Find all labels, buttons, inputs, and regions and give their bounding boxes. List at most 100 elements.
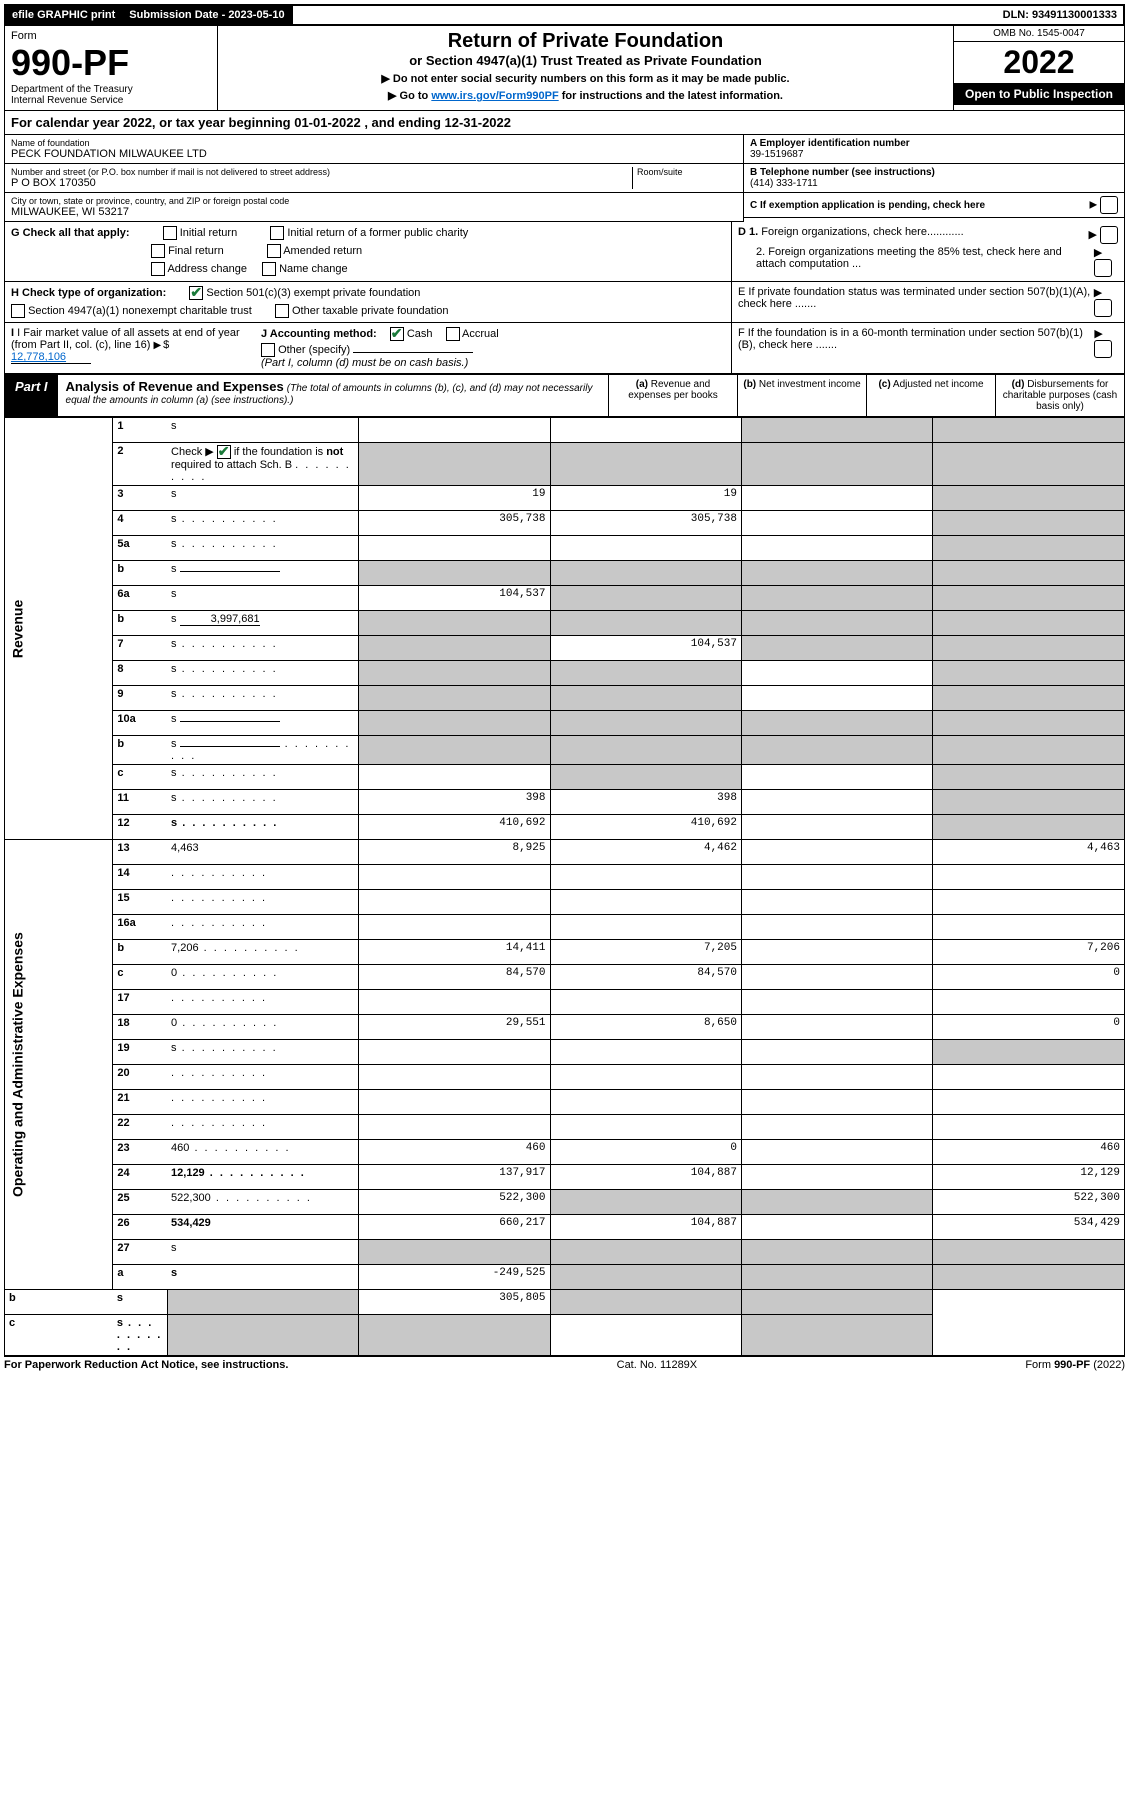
address-change-checkbox[interactable] — [151, 262, 165, 276]
schb-checkbox[interactable] — [217, 445, 231, 459]
col-c-header: (c) Adjusted net income — [866, 375, 995, 416]
name-change-checkbox[interactable] — [262, 262, 276, 276]
instructions-link[interactable]: www.irs.gov/Form990PF — [431, 90, 558, 102]
i-label: I Fair market value of all assets at end… — [11, 327, 240, 351]
table-row: 17 — [5, 990, 1125, 1015]
opex-side-label: Operating and Administrative Expenses — [5, 840, 113, 1290]
table-row: c 0 84,57084,5700 — [5, 965, 1125, 990]
f-label: F If the foundation is in a 60-month ter… — [738, 327, 1094, 358]
efile-label[interactable]: efile GRAPHIC print — [6, 6, 123, 24]
phone-value: (414) 333-1711 — [750, 178, 1118, 189]
initial-return-checkbox[interactable] — [163, 226, 177, 240]
table-row: 2 Check ▶ if the foundation is not requi… — [5, 443, 1125, 486]
g-label: G Check all that apply: — [11, 227, 130, 239]
form-number: 990-PF — [11, 42, 211, 84]
part1-label: Part I — [5, 375, 58, 416]
other-method-checkbox[interactable] — [261, 343, 275, 357]
page-footer: For Paperwork Reduction Act Notice, see … — [4, 1356, 1125, 1371]
table-row: b 7,206 14,4117,2057,206 — [5, 940, 1125, 965]
501c3-checkbox[interactable] — [189, 286, 203, 300]
table-row: 20 — [5, 1065, 1125, 1090]
table-row: 16a — [5, 915, 1125, 940]
j-label: J Accounting method: — [261, 328, 377, 340]
table-row: 23 460 4600460 — [5, 1140, 1125, 1165]
ein-label: A Employer identification number — [750, 138, 1118, 149]
final-return-checkbox[interactable] — [151, 244, 165, 258]
table-row: 8 s — [5, 661, 1125, 686]
table-row: 4 s 305,738305,738 — [5, 511, 1125, 536]
table-row: 15 — [5, 890, 1125, 915]
initial-former-checkbox[interactable] — [270, 226, 284, 240]
paperwork-notice: For Paperwork Reduction Act Notice, see … — [4, 1359, 288, 1371]
revenue-side-label: Revenue — [5, 418, 113, 840]
table-row: a s -249,525 — [5, 1265, 1125, 1290]
goto-line: ▶ Go to www.irs.gov/Form990PF for instru… — [228, 89, 943, 102]
table-row: 26 534,429 660,217104,887534,429 — [5, 1215, 1125, 1240]
table-row: b s — [5, 736, 1125, 765]
form-header: Form 990-PF Department of the Treasury I… — [4, 26, 1125, 111]
foundation-name: PECK FOUNDATION MILWAUKEE LTD — [11, 148, 737, 160]
d2-checkbox[interactable] — [1094, 259, 1112, 277]
ein-value: 39-1519687 — [750, 149, 1118, 160]
table-row: 25 522,300 522,300522,300 — [5, 1190, 1125, 1215]
table-row: 14 — [5, 865, 1125, 890]
h-label: H Check type of organization: — [11, 287, 166, 299]
table-row: 5a s — [5, 536, 1125, 561]
part1-title: Analysis of Revenue and Expenses — [66, 379, 284, 394]
table-row: 6a s 104,537 — [5, 586, 1125, 611]
phone-label: B Telephone number (see instructions) — [750, 167, 1118, 178]
table-row: 22 — [5, 1115, 1125, 1140]
table-row: 10a s — [5, 711, 1125, 736]
other-taxable-checkbox[interactable] — [275, 304, 289, 318]
table-row: 12 s 410,692410,692 — [5, 815, 1125, 840]
omb-number: OMB No. 1545-0047 — [954, 26, 1124, 42]
amended-return-checkbox[interactable] — [267, 244, 281, 258]
fmv-value[interactable]: 12,778,106 — [11, 351, 91, 364]
exemption-pending-label: C If exemption application is pending, c… — [750, 200, 985, 211]
table-row: 27 s — [5, 1240, 1125, 1265]
table-row: 11 s 398398 — [5, 790, 1125, 815]
street-address: P O BOX 170350 — [11, 177, 632, 189]
j-note: (Part I, column (d) must be on cash basi… — [261, 357, 725, 369]
section-ij: I I Fair market value of all assets at e… — [4, 323, 1125, 374]
d1-checkbox[interactable] — [1100, 226, 1118, 244]
table-row: b s — [5, 561, 1125, 586]
table-row: b s 3,997,681 — [5, 611, 1125, 636]
calendar-year-line: For calendar year 2022, or tax year begi… — [4, 111, 1125, 135]
table-row: 3 s 1919 — [5, 486, 1125, 511]
part1-table: Revenue 1 s 2 Check ▶ if the foundation … — [4, 417, 1125, 1356]
name-label: Name of foundation — [11, 138, 737, 148]
section-g: G Check all that apply: Initial return I… — [4, 222, 1125, 282]
form-footer: Form 990-PF (2022) — [1025, 1359, 1125, 1371]
table-row: c s — [5, 765, 1125, 790]
section-h: H Check type of organization: Section 50… — [4, 282, 1125, 323]
form-subtitle: or Section 4947(a)(1) Trust Treated as P… — [228, 53, 943, 68]
cash-checkbox[interactable] — [390, 327, 404, 341]
e-label: E If private foundation status was termi… — [738, 286, 1094, 317]
exemption-checkbox[interactable] — [1100, 196, 1118, 214]
e-checkbox[interactable] — [1094, 299, 1112, 317]
addr-label: Number and street (or P.O. box number if… — [11, 167, 632, 177]
dln: DLN: 93491130001333 — [997, 6, 1123, 24]
entity-info: Name of foundation PECK FOUNDATION MILWA… — [4, 135, 1125, 222]
table-row: b s 305,805 — [5, 1290, 1125, 1315]
table-row: 7 s 104,537 — [5, 636, 1125, 661]
table-row: 19 s — [5, 1040, 1125, 1065]
d2-label: 2. Foreign organizations meeting the 85%… — [738, 246, 1094, 277]
dept-label: Department of the Treasury — [11, 84, 211, 95]
table-row: Operating and Administrative Expenses 13… — [5, 840, 1125, 865]
city-label: City or town, state or province, country… — [11, 196, 737, 206]
col-a-header: (a) Revenue and expenses per books — [608, 375, 737, 416]
city-state-zip: MILWAUKEE, WI 53217 — [11, 206, 737, 218]
accrual-checkbox[interactable] — [446, 327, 460, 341]
f-checkbox[interactable] — [1094, 340, 1112, 358]
ssn-warning: ▶ Do not enter social security numbers o… — [228, 72, 943, 85]
submission-date: Submission Date - 2023-05-10 — [123, 6, 292, 24]
table-row: 18 0 29,5518,6500 — [5, 1015, 1125, 1040]
table-row: c s — [5, 1315, 1125, 1356]
table-row: 21 — [5, 1090, 1125, 1115]
form-title: Return of Private Foundation — [228, 30, 943, 53]
irs-label: Internal Revenue Service — [11, 95, 211, 106]
4947-checkbox[interactable] — [11, 304, 25, 318]
room-label: Room/suite — [637, 167, 737, 177]
